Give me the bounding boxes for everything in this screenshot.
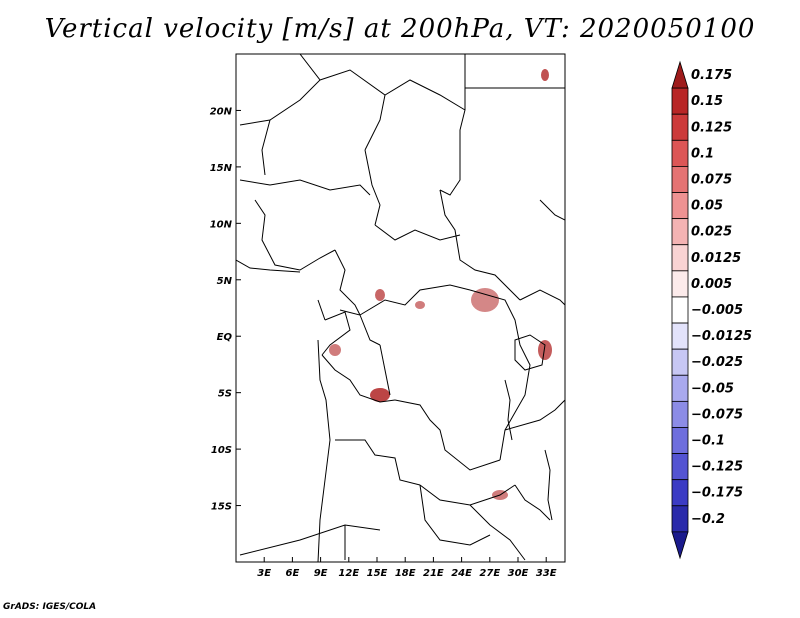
colorbar-swatch: [671, 427, 689, 454]
lat-tick-label: 15N: [210, 163, 233, 174]
colorbar-swatch: [671, 374, 689, 402]
colorbar-level-label: 0.125: [691, 120, 732, 135]
colorbar-level-label: 0.005: [691, 277, 732, 292]
lon-tick-label: 6E: [286, 568, 300, 579]
grads-credit: GrADS: IGES/COLA: [3, 602, 97, 612]
lon-tick-label: 30E: [508, 568, 529, 579]
colorbar-swatch: [671, 453, 689, 481]
colorbar-level-label: −0.05: [691, 381, 734, 396]
lon-tick-label: 33E: [536, 568, 557, 579]
colorbar-level-label: −0.175: [691, 486, 743, 501]
colorbar-swatch: [671, 244, 689, 272]
colorbar-swatch: [671, 139, 689, 167]
lon-tick-label: 24E: [451, 568, 472, 579]
lon-tick-label: 27E: [479, 568, 500, 579]
colorbar-swatch: [671, 505, 689, 533]
colorbar-max-triangle: [671, 60, 689, 89]
colorbar-swatch: [671, 479, 689, 507]
longitude-axis: 3E 6E 9E 12E 15E 18E 21E 24E 27E 30E 33E: [257, 557, 557, 579]
lat-tick-label: 10N: [210, 219, 233, 230]
lat-tick-label: EQ: [217, 332, 233, 343]
lat-tick-label: 20N: [210, 106, 233, 117]
colorbar-level-label: 0.075: [691, 172, 732, 187]
colorbar-swatch: [671, 113, 689, 141]
country-borders: [236, 54, 565, 562]
colorbar: 0.175 0.15 0.125 0.1 0.075 0.05 0.025 0.0125 0.0…: [671, 60, 752, 560]
vertical-velocity-field: [236, 54, 565, 562]
colorbar-swatch: [671, 348, 689, 376]
lat-tick-label: 5S: [218, 389, 232, 400]
lon-tick-label: 15E: [367, 568, 388, 579]
lon-tick-label: 18E: [395, 568, 416, 579]
colorbar-swatch: [671, 192, 689, 220]
colorbar-level-label: −0.125: [691, 460, 743, 475]
colorbar-level-label: 0.0125: [691, 251, 741, 266]
colorbar-swatch: [671, 87, 689, 115]
colorbar-level-label: −0.005: [691, 303, 743, 318]
lon-tick-label: 9E: [314, 568, 328, 579]
colorbar-swatch: [671, 296, 689, 324]
colorbar-level-label: 0.175: [691, 68, 732, 83]
colorbar-level-label: −0.0125: [691, 329, 752, 344]
colorbar-level-label: 0.1: [691, 146, 714, 161]
lat-tick-label: 5N: [217, 276, 233, 287]
lat-tick-label: 10S: [211, 445, 232, 456]
colorbar-level-label: −0.1: [691, 434, 725, 449]
colorbar-level-label: 0.025: [691, 225, 732, 240]
plot-frame: [235, 53, 566, 563]
colorbar-level-label: −0.2: [691, 512, 725, 527]
lat-tick-label: 15S: [211, 502, 232, 513]
chart-title: Vertical velocity [m/s] at 200hPa, VT: 2…: [44, 14, 756, 44]
colorbar-level-label: −0.025: [691, 355, 743, 370]
lon-tick-label: 3E: [257, 568, 271, 579]
colorbar-swatch: [671, 322, 689, 350]
colorbar-level-label: 0.15: [691, 94, 723, 109]
colorbar-swatch: [671, 270, 689, 298]
colorbar-swatch: [671, 218, 689, 246]
colorbar-min-triangle: [671, 531, 689, 560]
colorbar-level-label: −0.075: [691, 407, 743, 422]
colorbar-swatch: [671, 166, 689, 193]
colorbar-level-label: 0.05: [691, 199, 723, 214]
lon-tick-label: 21E: [423, 568, 444, 579]
latitude-axis: 20N 15N 10N 5N EQ 5S 10S 15S: [210, 106, 241, 513]
lon-tick-label: 12E: [338, 568, 359, 579]
colorbar-swatch: [671, 400, 689, 428]
